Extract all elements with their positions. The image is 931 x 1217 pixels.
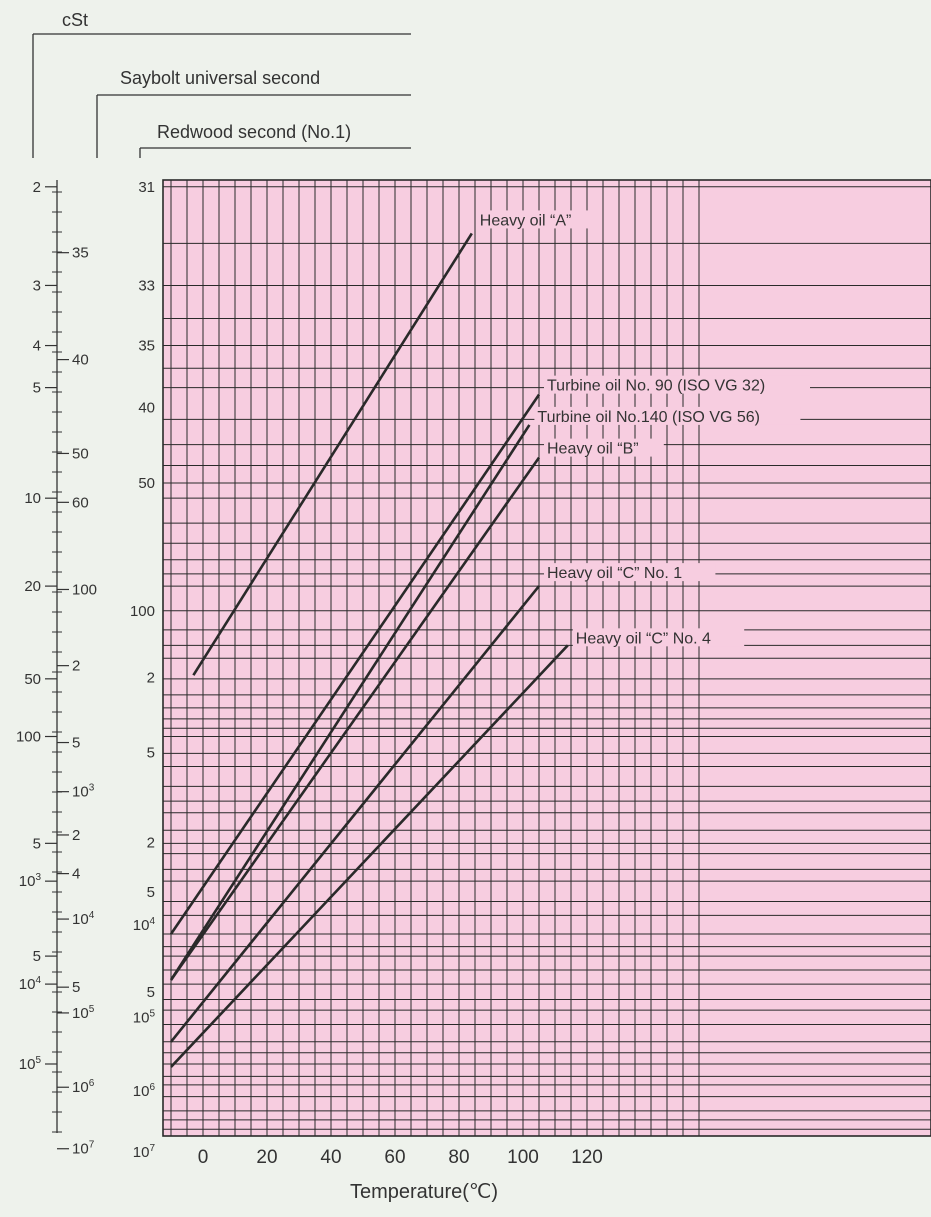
redwood-tick-label: 104	[133, 916, 156, 934]
series-line	[169, 424, 531, 981]
series-labels: Heavy oil “A” Turbine oil No. 90 (ISO VG …	[476, 210, 810, 647]
redwood-tick-label: 2	[147, 670, 155, 687]
cst-tick-label: 2	[33, 179, 41, 196]
x-axis-title: Temperature(℃)	[350, 1181, 498, 1203]
redwood-tick-label: 100	[130, 603, 155, 620]
series-line	[170, 644, 569, 1068]
redwood-tick-label: 5	[147, 884, 155, 901]
saybolt-tick-label: 2	[72, 658, 80, 675]
series-label-bg	[544, 563, 716, 582]
cst-tick-label: 104	[19, 975, 42, 993]
x-tick-label: 40	[320, 1147, 341, 1168]
saybolt-tick-label: 103	[72, 783, 95, 801]
cst-tick-label: 105	[19, 1055, 42, 1073]
saybolt-tick-label: 5	[72, 979, 80, 996]
saybolt-scale-title: Saybolt universal second	[120, 68, 320, 88]
redwood-tick-label: 105	[133, 1009, 156, 1027]
series-label-bg	[544, 438, 664, 457]
saybolt-tick-label: 105	[72, 1004, 95, 1022]
cst-tick-label: 3	[33, 277, 41, 294]
cst-tick-label: 20	[24, 578, 41, 595]
grid	[162, 179, 931, 1137]
series-label-bg	[572, 628, 745, 647]
redwood-tick-label: 106	[133, 1082, 156, 1100]
x-tick-label: 20	[256, 1147, 277, 1168]
cst-tick-label: 5	[33, 948, 41, 965]
x-tick-label: 120	[571, 1147, 603, 1168]
scale-headers: cSt Saybolt universal second Redwood sec…	[32, 10, 411, 158]
x-tick-label: 60	[384, 1147, 405, 1168]
cst-tick-label: 4	[33, 338, 41, 355]
series-line	[169, 456, 541, 981]
saybolt-tick-label: 50	[72, 445, 89, 462]
series-label: Turbine oil No.140 (ISO VG 56)	[537, 409, 760, 426]
redwood-scale-title: Redwood second (No.1)	[157, 122, 351, 142]
redwood-tick-label: 50	[138, 475, 155, 492]
redwood-tick-label: 5	[147, 744, 155, 761]
cst-tick-label: 10	[24, 490, 41, 507]
saybolt-tick-label: 40	[72, 352, 89, 369]
x-tick-label: 80	[448, 1147, 469, 1168]
series-label: Heavy oil “B”	[547, 441, 639, 458]
redwood-tick-label: 5	[147, 984, 155, 1001]
saybolt-tick-label: 100	[72, 581, 97, 598]
series-label-bg	[534, 406, 801, 425]
redwood-tick-label: 40	[138, 400, 155, 417]
redwood-tick-label: 33	[138, 277, 155, 294]
x-tick-label: 0	[198, 1147, 209, 1168]
cst-tick-label: 5	[33, 835, 41, 852]
saybolt-tick-label: 104	[72, 910, 95, 928]
saybolt-tick-label: 106	[72, 1078, 95, 1096]
cst-tick-label: 100	[16, 729, 41, 746]
series-line	[169, 585, 541, 1043]
viscosity-axes: 2 3 4 5 10 20 50 100 5 103 5 104 105 35 40 50 60 100 2 5 103…	[16, 179, 155, 1161]
x-axis: 0 20 40 60 80 100 120	[198, 1147, 603, 1168]
saybolt-tick-label: 107	[72, 1140, 95, 1158]
plot-border	[162, 179, 931, 1137]
redwood-tick-label: 35	[138, 338, 155, 355]
saybolt-tick-label: 5	[72, 735, 80, 752]
saybolt-tick-label: 60	[72, 494, 89, 511]
cst-scale-title: cSt	[62, 10, 88, 30]
series-lines	[169, 232, 569, 1068]
series-label-bg	[544, 375, 810, 394]
cst-tick-label: 50	[24, 671, 41, 688]
cst-tick-label: 5	[33, 380, 41, 397]
series-label: Heavy oil “C” No. 1	[547, 565, 682, 582]
redwood-tick-label: 31	[138, 179, 155, 196]
saybolt-tick-label: 35	[72, 245, 89, 262]
series-line	[169, 393, 541, 935]
series-label-bg	[476, 210, 597, 229]
cst-tick-label: 103	[19, 872, 42, 890]
saybolt-tick-label: 2	[72, 827, 80, 844]
series-label: Heavy oil “C” No. 4	[576, 630, 711, 647]
redwood-tick-label: 2	[147, 835, 155, 852]
redwood-tick-label: 107	[133, 1143, 156, 1161]
series-line	[192, 232, 473, 676]
saybolt-tick-label: 4	[72, 866, 80, 883]
series-label: Heavy oil “A”	[480, 212, 572, 229]
series-label: Turbine oil No. 90 (ISO VG 32)	[547, 378, 765, 395]
x-tick-label: 100	[507, 1147, 539, 1168]
